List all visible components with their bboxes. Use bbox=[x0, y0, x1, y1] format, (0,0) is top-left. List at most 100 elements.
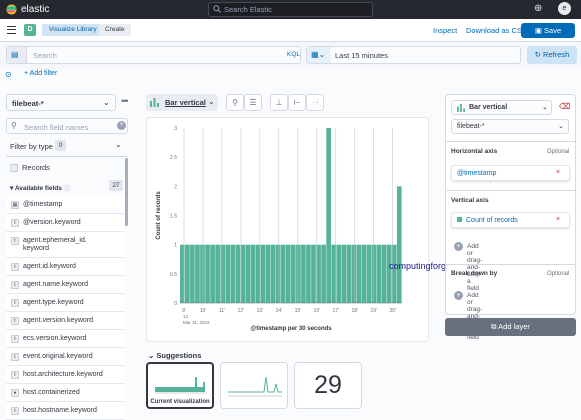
help-icon[interactable]: ⊕ bbox=[534, 3, 543, 14]
filter-by-type-button[interactable]: Filter by type bbox=[10, 142, 53, 151]
refresh-button[interactable]: ↻ Refresh bbox=[527, 46, 577, 64]
more-options-icon[interactable]: ••• bbox=[121, 96, 129, 106]
clear-icon[interactable]: × bbox=[117, 121, 126, 130]
x-tick-label: 15' bbox=[295, 308, 302, 314]
layer-type-label: Bar vertical bbox=[469, 104, 508, 111]
field-list-item[interactable]: t agent.name.keyword bbox=[6, 276, 124, 294]
chart-bar bbox=[356, 244, 362, 303]
elastic-logo-icon[interactable] bbox=[6, 4, 17, 15]
break-down-by-label: Break down by bbox=[451, 270, 498, 277]
field-list-item[interactable]: t host.architecture.keyword bbox=[6, 366, 124, 384]
chart-bar bbox=[321, 244, 326, 303]
remove-icon[interactable]: × bbox=[556, 169, 561, 176]
field-list-item[interactable]: t agent.type.keyword bbox=[6, 294, 124, 312]
suggestions-header[interactable]: ⌄ Suggestions bbox=[148, 351, 201, 360]
global-search-input[interactable]: Search Elastic bbox=[208, 2, 373, 17]
plus-icon: + bbox=[454, 291, 463, 300]
y-tick-label: 0.5 bbox=[170, 272, 177, 278]
y-tick-label: 0 bbox=[174, 301, 177, 307]
display-options-button[interactable]: ⚲ bbox=[226, 94, 244, 111]
delete-layer-icon[interactable]: ⌫ bbox=[559, 102, 571, 111]
suggestion-bar-preview bbox=[155, 377, 207, 394]
suggestion-metric[interactable]: 29 bbox=[294, 362, 362, 409]
field-list-item[interactable]: t event.original.keyword bbox=[6, 348, 124, 366]
field-list-item[interactable]: t host.hostname.keyword bbox=[6, 402, 124, 420]
legend-options-button[interactable]: ☰ bbox=[244, 94, 262, 111]
bar-chart-icon bbox=[457, 103, 465, 112]
field-list-item[interactable]: t @version.keyword bbox=[6, 214, 124, 232]
inspect-link[interactable]: Inspect bbox=[433, 26, 458, 35]
suggestion-current[interactable]: Current visualization bbox=[146, 362, 214, 409]
brand-name: elastic bbox=[21, 4, 50, 15]
breadcrumb-visualize-library[interactable]: Visualize Library bbox=[42, 24, 106, 36]
chart-bar bbox=[200, 244, 205, 303]
field-list-item[interactable]: t ecs.version.keyword bbox=[6, 330, 124, 348]
add-filter-link[interactable]: + Add filter bbox=[24, 70, 58, 77]
saved-query-menu[interactable]: ▤ bbox=[7, 47, 27, 63]
kql-toggle[interactable]: KQL bbox=[287, 51, 301, 58]
layer-index-pattern-label: filebeat-* bbox=[457, 123, 485, 130]
horizontal-axis-field[interactable]: @timestamp × bbox=[451, 165, 570, 181]
field-search-input[interactable]: ⚲ Search field names × bbox=[6, 118, 128, 134]
filter-options-icon[interactable]: ⊙ bbox=[5, 70, 12, 79]
user-avatar[interactable]: e bbox=[558, 2, 571, 15]
field-name: agent.version.keyword bbox=[23, 317, 94, 324]
x-tick-label: 19' bbox=[370, 308, 377, 314]
visualization-type-switcher[interactable]: Bar vertical ⌄ bbox=[146, 94, 218, 111]
query-input[interactable]: ▤ Search KQL bbox=[6, 46, 301, 64]
field-name: event.original.keyword bbox=[23, 353, 93, 360]
chart-bar bbox=[230, 244, 236, 303]
field-list-item[interactable]: t agent.ephemeral_id. keyword bbox=[6, 232, 124, 258]
bottom-axis-button[interactable]: ⊥ bbox=[270, 94, 288, 111]
vertical-axis-field-label: Count of records bbox=[457, 217, 518, 224]
time-range-label: Last 15 minutes bbox=[335, 51, 388, 60]
y-tick-label: 2.5 bbox=[170, 155, 177, 161]
field-list-item[interactable]: ● host.containerized bbox=[6, 384, 124, 402]
chart-bar bbox=[361, 244, 367, 303]
layer-type-select[interactable]: Bar vertical ⌄ bbox=[451, 100, 552, 115]
bar-chart[interactable]: 0 0.5 1 1.5 2 2.5 3 9' 10' 11' 12' 13' 14' 15' 16' 17' 1… bbox=[150, 120, 425, 338]
field-list-scrollbar[interactable] bbox=[125, 158, 128, 226]
download-csv-link[interactable]: Download as CSV bbox=[466, 26, 527, 35]
chart-bar bbox=[260, 244, 266, 303]
chart-bar bbox=[205, 244, 210, 303]
menu-icon[interactable] bbox=[7, 26, 16, 34]
layer-index-pattern-select[interactable]: filebeat-* ⌄ bbox=[451, 119, 569, 134]
x-axis-title: @timestamp per 30 seconds bbox=[250, 326, 332, 332]
save-button[interactable]: ▣ Save bbox=[521, 23, 575, 38]
index-pattern-select[interactable]: filebeat-* ⌄ bbox=[6, 94, 116, 111]
left-axis-button[interactable]: ⊢ bbox=[288, 94, 306, 111]
chart-bar bbox=[326, 128, 331, 303]
chart-bar bbox=[396, 186, 402, 303]
suggestion-line[interactable] bbox=[220, 362, 288, 409]
search-icon bbox=[213, 5, 221, 15]
x-sub-label: Mar 31, 2022 bbox=[183, 320, 210, 325]
time-picker[interactable]: ▦⌄ Last 15 minutes bbox=[306, 46, 521, 64]
chevron-down-icon: ⌄ bbox=[103, 98, 110, 107]
chart-bar bbox=[195, 244, 200, 303]
suggestion-line-preview bbox=[228, 376, 282, 397]
available-fields-count: 27 bbox=[109, 180, 123, 191]
field-list-item[interactable]: t agent.id.keyword bbox=[6, 258, 124, 276]
y-axis-title: Count of records bbox=[156, 191, 162, 240]
field-list-item[interactable]: ▦ @timestamp bbox=[6, 196, 124, 214]
field-name: host.containerized bbox=[23, 389, 80, 396]
chevron-down-icon[interactable]: ⌄ bbox=[115, 140, 122, 149]
records-field[interactable]: Records bbox=[10, 163, 50, 173]
chart-bar bbox=[386, 244, 392, 303]
y-tick-label: 1.5 bbox=[170, 214, 177, 220]
chart-bar bbox=[331, 244, 337, 303]
field-type-icon: t bbox=[11, 335, 19, 343]
chart-bar bbox=[316, 244, 321, 303]
vertical-axis-label: Vertical axis bbox=[451, 197, 489, 204]
axis-right-icon: ⊣ bbox=[311, 98, 319, 107]
remove-icon[interactable]: × bbox=[556, 216, 561, 223]
color-swatch-icon bbox=[457, 217, 462, 222]
x-tick-label: 14' bbox=[276, 308, 283, 314]
available-fields-header[interactable]: ▾ Available fields ⓘ bbox=[10, 182, 70, 192]
field-list-item[interactable]: t agent.version.keyword bbox=[6, 312, 124, 330]
add-layer-button[interactable]: ⧉ Add layer bbox=[445, 318, 576, 336]
vertical-axis-field[interactable]: Count of records × bbox=[451, 212, 570, 228]
calendar-icon[interactable]: ▦⌄ bbox=[307, 47, 331, 63]
space-badge[interactable]: D bbox=[24, 24, 36, 36]
